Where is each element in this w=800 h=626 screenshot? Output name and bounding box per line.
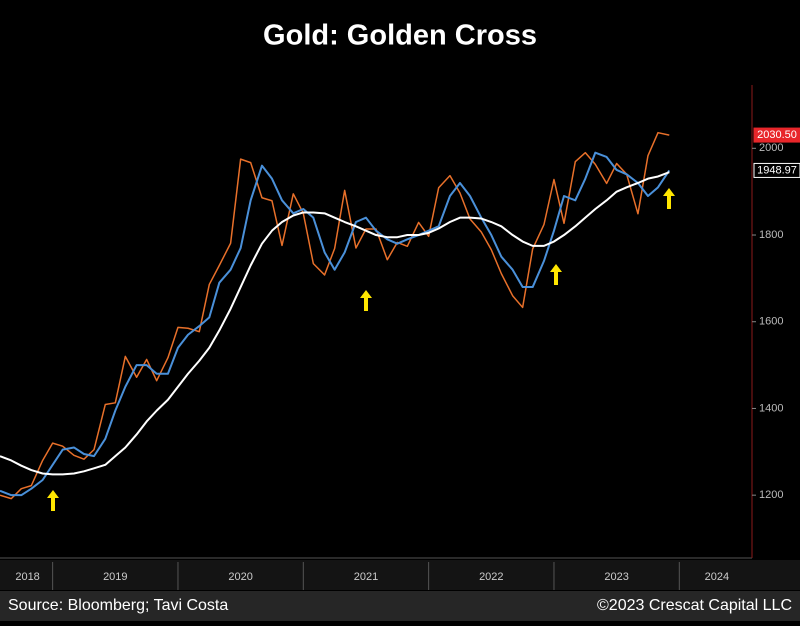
footer: [0, 591, 800, 621]
arrow: [663, 188, 675, 209]
y-tick-label: 2000: [759, 142, 783, 154]
x-tick-label: 2020: [228, 571, 252, 583]
y-tick-label: 1200: [759, 489, 783, 501]
series-line: [0, 131, 670, 500]
x-tick-label: 2022: [479, 571, 503, 583]
series-line: [0, 171, 670, 476]
x-tick-label: 2019: [103, 571, 127, 583]
y-tick-label: 1800: [759, 229, 783, 241]
arrow: [360, 290, 372, 311]
value-box: [753, 162, 800, 178]
x-tick-label: 2024: [705, 571, 729, 583]
y-tick-label: 1600: [759, 316, 783, 328]
value-label: 1948.97: [757, 164, 797, 176]
value-box: [753, 127, 800, 143]
series-line: [0, 151, 671, 497]
x-axis-strip: [0, 560, 800, 590]
source-text: Source: Bloomberg; Tavi Costa: [8, 597, 228, 614]
arrow: [550, 264, 562, 285]
x-tick-label: 2018: [15, 571, 39, 583]
y-tick-label: 1400: [759, 402, 783, 414]
x-tick-label: 2023: [604, 571, 628, 583]
chart-title: Gold: Golden Cross: [263, 20, 537, 52]
copyright-text: ©2023 Crescat Capital LLC: [597, 597, 792, 614]
value-label: 2030.50: [757, 129, 797, 141]
x-tick-label: 2021: [354, 571, 378, 583]
arrow: [47, 490, 59, 511]
arrows: [47, 188, 675, 511]
